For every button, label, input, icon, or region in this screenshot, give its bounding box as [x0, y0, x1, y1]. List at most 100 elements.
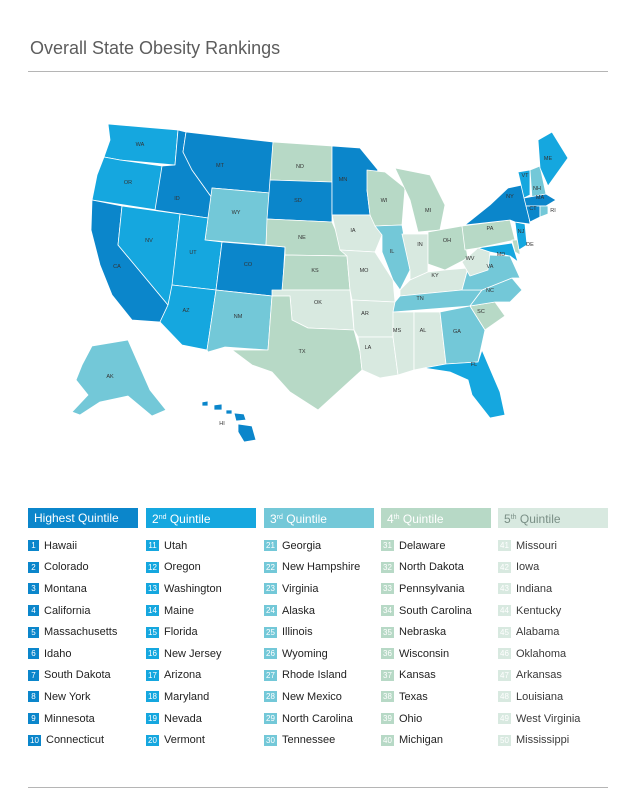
state-name: California — [44, 604, 91, 617]
ranking-row: 3 Montana — [28, 578, 138, 600]
ranking-row: 35 Nebraska — [381, 621, 491, 643]
state-label-mi: MI — [425, 208, 432, 214]
rank-badge: 27 — [264, 669, 277, 681]
rank-badge: 33 — [381, 583, 394, 595]
rank-badge: 7 — [28, 669, 39, 681]
ranking-row: 5 Massachusetts — [28, 621, 138, 643]
quintile-column-2: 2nd Quintile 11 Utah 12 Oregon 13 Washington 1… — [146, 508, 256, 751]
ranking-row: 34 South Carolina — [381, 600, 491, 622]
quintile-header-text: Quintile — [516, 512, 561, 526]
rank-badge: 28 — [264, 691, 277, 703]
ranking-row: 30 Tennessee — [264, 729, 374, 751]
state-label-tx: TX — [298, 349, 305, 355]
rank-badge: 21 — [264, 540, 277, 552]
state-name: Rhode Island — [282, 669, 347, 682]
quintile-column-3: 3rd Quintile 21 Georgia 22 New Hampshire 23 V… — [264, 508, 374, 751]
state-label-va: VA — [487, 264, 494, 270]
rank-badge: 46 — [498, 648, 511, 660]
state-label-sd: SD — [294, 198, 302, 204]
state-name: South Carolina — [399, 604, 472, 617]
state-name: Alaska — [282, 604, 316, 617]
state-label-ms: MS — [393, 328, 402, 334]
quintile-header-1: Highest Quintile — [28, 508, 138, 528]
state-label-oh: OH — [443, 238, 451, 244]
state-label-nc: NC — [486, 288, 494, 294]
ranking-row: 39 Ohio — [381, 708, 491, 730]
ranking-row: 31 Delaware — [381, 535, 491, 557]
state-label-al: AL — [420, 328, 427, 334]
page-title: Overall State Obesity Rankings — [30, 38, 281, 58]
state-label-in: IN — [417, 242, 423, 248]
state-name: Nebraska — [399, 626, 447, 639]
ranking-row: 18 Maryland — [146, 686, 256, 708]
rank-badge: 45 — [498, 626, 511, 638]
ranking-row: 4 California — [28, 600, 138, 622]
state-label-la: LA — [365, 345, 372, 351]
quintile-header-4: 4th Quintile — [381, 508, 491, 528]
ranking-row: 25 Illinois — [264, 621, 374, 643]
state-ma — [523, 193, 557, 207]
state-name: Missouri — [516, 539, 557, 552]
state-label-ct: CT — [529, 206, 537, 212]
quintile-column-4: 4th Quintile 31 Delaware 32 North Dakota 33 P… — [381, 508, 491, 751]
state-name: Connecticut — [46, 734, 105, 747]
state-wy — [204, 187, 271, 246]
ranking-row: 49 West Virginia — [498, 708, 608, 730]
ranking-row: 10 Connecticut — [28, 729, 138, 751]
state-label-il: IL — [390, 249, 395, 255]
ranking-row: 29 North Carolina — [264, 708, 374, 730]
rank-badge: 11 — [146, 540, 159, 552]
quintile-column-1: Highest Quintile 1 Hawaii 2 Colorado 3 Montan… — [28, 508, 138, 751]
state-label-ga: GA — [453, 329, 461, 335]
ranking-row: 26 Wyoming — [264, 643, 374, 665]
state-name: North Carolina — [282, 712, 353, 725]
ranking-row: 46 Oklahoma — [498, 643, 608, 665]
state-label-mn: MN — [339, 177, 348, 183]
rank-badge: 40 — [381, 734, 394, 746]
rank-badge: 23 — [264, 583, 277, 595]
state-co — [215, 241, 286, 298]
ranking-row: 45 Alabama — [498, 621, 608, 643]
ranking-row: 48 Louisiana — [498, 686, 608, 708]
state-label-sc: SC — [477, 309, 485, 315]
rank-badge: 8 — [28, 691, 39, 703]
quintile-header-label: Highest Quintile — [34, 511, 119, 525]
rank-badge: 26 — [264, 648, 277, 660]
state-name: West Virginia — [516, 712, 581, 725]
ranking-row: 8 New York — [28, 686, 138, 708]
rank-badge: 48 — [498, 691, 511, 703]
quintile-header-sup: rd — [276, 514, 283, 521]
rank-badge: 50 — [498, 734, 511, 746]
state-label-az: AZ — [182, 308, 190, 314]
state-name: New York — [44, 690, 91, 703]
state-name: Vermont — [164, 734, 205, 747]
state-name: Oklahoma — [516, 647, 567, 660]
quintile-header-sup: th — [510, 514, 517, 521]
state-label-hi: HI — [219, 421, 225, 427]
quintile-column-5: 5th Quintile 41 Missouri 42 Iowa 43 Indiana 44… — [498, 508, 608, 751]
ranking-row: 37 Kansas — [381, 665, 491, 687]
ranking-row: 47 Arkansas — [498, 665, 608, 687]
ranking-row: 15 Florida — [146, 621, 256, 643]
rank-badge: 44 — [498, 605, 511, 617]
state-label-ak: AK — [106, 374, 114, 380]
state-name: South Dakota — [44, 669, 111, 682]
state-name: Indiana — [516, 582, 553, 595]
rank-badge: 24 — [264, 605, 277, 617]
state-label-ut: UT — [189, 250, 197, 256]
rank-badge: 3 — [28, 583, 39, 595]
state-name: Ohio — [399, 712, 423, 725]
state-label-ia: IA — [350, 228, 356, 234]
state-name: Colorado — [44, 561, 89, 574]
ranking-row: 20 Vermont — [146, 729, 256, 751]
ranking-row: 6 Idaho — [28, 643, 138, 665]
state-label-nd: ND — [296, 164, 304, 170]
ranking-row: 1 Hawaii — [28, 535, 138, 557]
rank-badge: 18 — [146, 691, 159, 703]
state-label-me: ME — [544, 156, 553, 162]
rank-badge: 42 — [498, 561, 511, 573]
state-ms — [392, 311, 415, 376]
state-label-ca: CA — [113, 264, 121, 270]
rank-badge: 12 — [146, 561, 159, 573]
state-label-ny: NY — [506, 194, 514, 200]
